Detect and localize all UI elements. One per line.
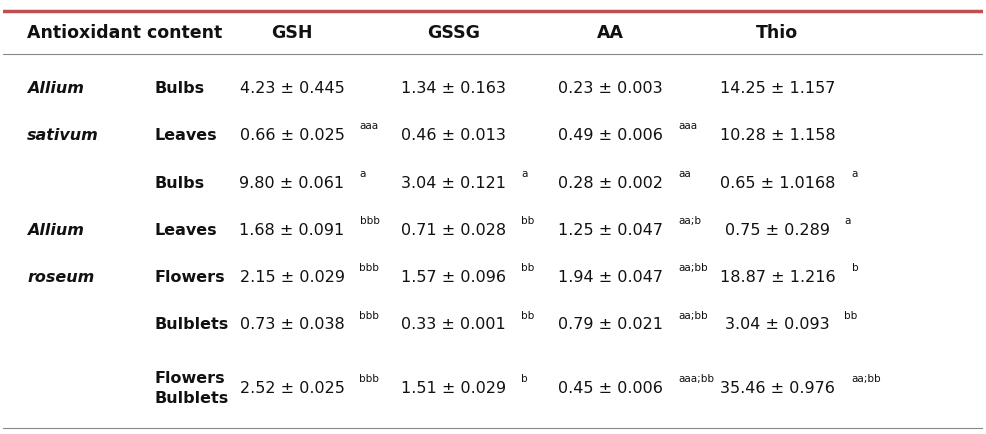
Text: Bulblets: Bulblets bbox=[155, 317, 229, 332]
Text: Leaves: Leaves bbox=[155, 128, 217, 143]
Text: Flowers
Bulblets: Flowers Bulblets bbox=[155, 371, 229, 406]
Text: bbb: bbb bbox=[359, 311, 379, 321]
Text: bb: bb bbox=[522, 216, 534, 226]
Text: AA: AA bbox=[598, 24, 624, 42]
Text: 1.51 ± 0.029: 1.51 ± 0.029 bbox=[401, 381, 507, 396]
Text: 0.45 ± 0.006: 0.45 ± 0.006 bbox=[558, 381, 664, 396]
Text: 1.34 ± 0.163: 1.34 ± 0.163 bbox=[401, 81, 506, 96]
Text: b: b bbox=[522, 374, 528, 384]
Text: 18.87 ± 1.216: 18.87 ± 1.216 bbox=[720, 270, 835, 285]
Text: 1.94 ± 0.047: 1.94 ± 0.047 bbox=[558, 270, 664, 285]
Text: roseum: roseum bbox=[28, 270, 95, 285]
Text: Bulbs: Bulbs bbox=[155, 176, 205, 191]
Text: 0.73 ± 0.038: 0.73 ± 0.038 bbox=[240, 317, 344, 332]
Text: bb: bb bbox=[522, 263, 534, 273]
Text: 0.79 ± 0.021: 0.79 ± 0.021 bbox=[558, 317, 664, 332]
Text: 0.33 ± 0.001: 0.33 ± 0.001 bbox=[401, 317, 506, 332]
Text: bbb: bbb bbox=[359, 374, 380, 384]
Text: aaa: aaa bbox=[359, 121, 379, 131]
Text: 0.23 ± 0.003: 0.23 ± 0.003 bbox=[558, 81, 663, 96]
Text: 0.49 ± 0.006: 0.49 ± 0.006 bbox=[558, 128, 664, 143]
Text: aaa;bb: aaa;bb bbox=[678, 374, 714, 384]
Text: 0.75 ± 0.289: 0.75 ± 0.289 bbox=[725, 223, 830, 238]
Text: a: a bbox=[851, 169, 858, 179]
Text: 35.46 ± 0.976: 35.46 ± 0.976 bbox=[720, 381, 835, 396]
Text: aa;b: aa;b bbox=[678, 216, 701, 226]
Text: 0.71 ± 0.028: 0.71 ± 0.028 bbox=[401, 223, 507, 238]
Text: 0.28 ± 0.002: 0.28 ± 0.002 bbox=[558, 176, 664, 191]
Text: Thio: Thio bbox=[756, 24, 799, 42]
Text: 1.25 ± 0.047: 1.25 ± 0.047 bbox=[558, 223, 664, 238]
Text: aa;bb: aa;bb bbox=[678, 263, 708, 273]
Text: 14.25 ± 1.157: 14.25 ± 1.157 bbox=[720, 81, 835, 96]
Text: aaa: aaa bbox=[678, 121, 697, 131]
Text: GSH: GSH bbox=[271, 24, 313, 42]
Text: 4.23 ± 0.445: 4.23 ± 0.445 bbox=[240, 81, 344, 96]
Text: 2.52 ± 0.025: 2.52 ± 0.025 bbox=[240, 381, 344, 396]
Text: 10.28 ± 1.158: 10.28 ± 1.158 bbox=[720, 128, 835, 143]
Text: Allium: Allium bbox=[28, 81, 84, 96]
Text: 0.65 ± 1.0168: 0.65 ± 1.0168 bbox=[720, 176, 835, 191]
Text: a: a bbox=[522, 169, 528, 179]
Text: a: a bbox=[360, 169, 366, 179]
Text: bbb: bbb bbox=[360, 216, 380, 226]
Text: b: b bbox=[852, 263, 858, 273]
Text: Leaves: Leaves bbox=[155, 223, 217, 238]
Text: 3.04 ± 0.121: 3.04 ± 0.121 bbox=[401, 176, 506, 191]
Text: Antioxidant content: Antioxidant content bbox=[28, 24, 223, 42]
Text: Allium: Allium bbox=[28, 223, 84, 238]
Text: 3.04 ± 0.093: 3.04 ± 0.093 bbox=[725, 317, 829, 332]
Text: bbb: bbb bbox=[359, 263, 380, 273]
Text: Bulbs: Bulbs bbox=[155, 81, 205, 96]
Text: bb: bb bbox=[844, 311, 858, 321]
Text: 9.80 ± 0.061: 9.80 ± 0.061 bbox=[240, 176, 344, 191]
Text: 0.46 ± 0.013: 0.46 ± 0.013 bbox=[401, 128, 506, 143]
Text: aa;bb: aa;bb bbox=[851, 374, 880, 384]
Text: a: a bbox=[845, 216, 851, 226]
Text: 1.68 ± 0.091: 1.68 ± 0.091 bbox=[240, 223, 345, 238]
Text: aa: aa bbox=[678, 169, 691, 179]
Text: GSSG: GSSG bbox=[427, 24, 480, 42]
Text: 2.15 ± 0.029: 2.15 ± 0.029 bbox=[240, 270, 344, 285]
Text: Flowers: Flowers bbox=[155, 270, 226, 285]
Text: sativum: sativum bbox=[28, 128, 99, 143]
Text: aa;bb: aa;bb bbox=[678, 311, 708, 321]
Text: bb: bb bbox=[521, 311, 534, 321]
Text: 0.66 ± 0.025: 0.66 ± 0.025 bbox=[240, 128, 344, 143]
Text: 1.57 ± 0.096: 1.57 ± 0.096 bbox=[401, 270, 506, 285]
